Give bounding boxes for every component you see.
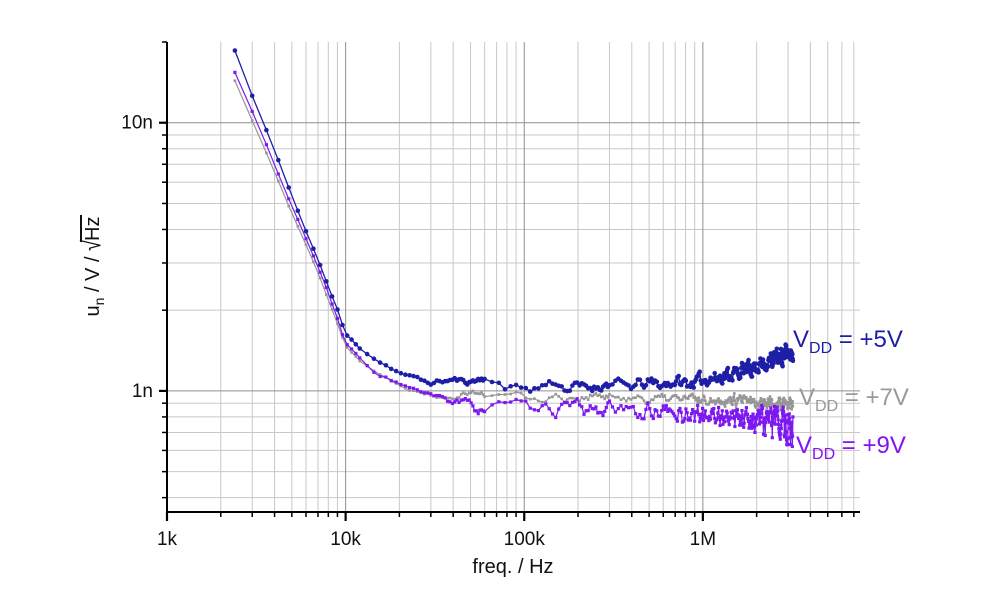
y-axis-title: un / V / √Hz bbox=[78, 136, 114, 396]
legend-vdd-7v-value: = +7V bbox=[838, 384, 909, 411]
sqrt-radical-icon: √ bbox=[78, 239, 108, 251]
series-line bbox=[234, 72, 794, 447]
series-vdd-5v bbox=[232, 48, 796, 394]
axis-spines bbox=[166, 42, 860, 513]
series-vdd-9v bbox=[233, 70, 795, 449]
y-tick-label: 10n bbox=[121, 113, 153, 134]
legend-vdd-9v-value: = +9V bbox=[835, 432, 906, 459]
x-tick-label: 100k bbox=[504, 529, 546, 550]
grid-minor bbox=[167, 42, 860, 512]
grid-major bbox=[167, 42, 860, 512]
legend-vdd-5v-value: = +5V bbox=[832, 326, 903, 353]
legend-vdd-9v-subscript: DD bbox=[812, 445, 836, 463]
y-title-subscript: n bbox=[91, 297, 107, 306]
x-tick-label: 10k bbox=[330, 529, 361, 550]
y-title-sqrt-arg: Hz bbox=[80, 215, 104, 242]
x-tick-label: 1M bbox=[690, 529, 716, 550]
series-line bbox=[234, 50, 794, 393]
legend-vdd-7v: VDD = +7V bbox=[799, 386, 909, 415]
legend-vdd-7v-symbol: V bbox=[799, 384, 816, 411]
tick-labels: 1k 10k 100k 1M 10n 1n bbox=[121, 113, 716, 550]
legend-vdd-9v: VDD = +9V bbox=[796, 434, 906, 463]
x-tick-label: 1k bbox=[157, 529, 178, 550]
series-vdd-7v bbox=[233, 79, 795, 412]
legend-vdd-5v-subscript: DD bbox=[809, 339, 833, 357]
axis-ticks bbox=[159, 41, 855, 521]
y-tick-label: 1n bbox=[132, 381, 153, 402]
x-axis-title: freq. / Hz bbox=[472, 556, 554, 578]
legend-vdd-9v-symbol: V bbox=[796, 432, 813, 459]
legend-vdd-5v: VDD = +5V bbox=[793, 328, 903, 357]
legend-vdd-5v-symbol: V bbox=[793, 326, 810, 353]
legend-vdd-7v-subscript: DD bbox=[815, 397, 839, 415]
series-line bbox=[234, 80, 794, 412]
y-title-mid: / V / bbox=[82, 250, 104, 298]
y-title-base: u bbox=[82, 305, 104, 317]
